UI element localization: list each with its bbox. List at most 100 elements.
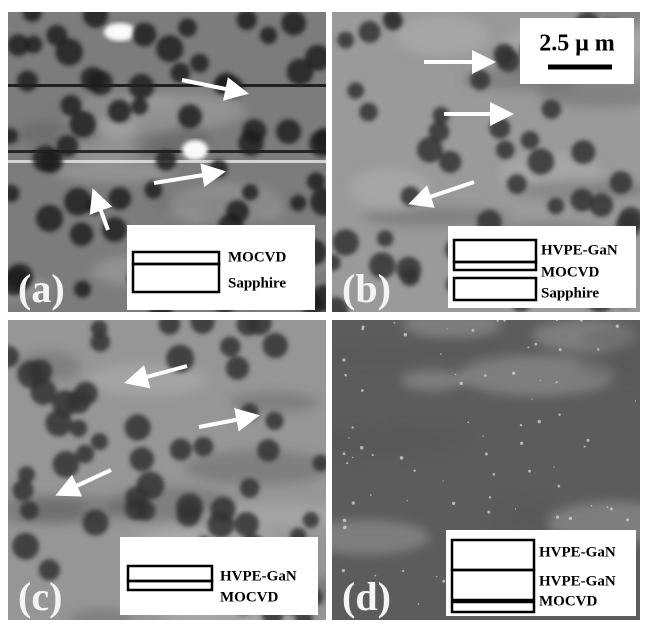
- particle: [443, 480, 444, 481]
- pit: [57, 135, 79, 157]
- pit: [242, 184, 258, 200]
- scan-streak: [8, 84, 326, 87]
- pit: [3, 185, 20, 202]
- pit: [276, 119, 301, 144]
- particle: [442, 580, 445, 583]
- pit: [507, 174, 527, 194]
- particle: [352, 457, 353, 458]
- pit: [309, 130, 335, 156]
- afm-panel: HVPE-GaN MOCVD (c): [0, 310, 361, 626]
- pit: [263, 333, 288, 358]
- particle: [528, 470, 531, 473]
- pit: [359, 21, 381, 43]
- particle: [342, 358, 345, 361]
- shade: [325, 424, 430, 448]
- particle: [455, 374, 456, 375]
- scale-bar-label: 2.5 μ m: [539, 31, 615, 57]
- particle: [342, 569, 345, 572]
- particle: [591, 505, 592, 506]
- particle: [540, 380, 541, 381]
- particle: [343, 452, 346, 455]
- particle: [489, 496, 491, 498]
- pit: [133, 23, 157, 47]
- pit: [528, 148, 554, 174]
- shade: [348, 168, 431, 209]
- pit: [383, 10, 402, 29]
- particle: [556, 319, 558, 321]
- pit: [489, 117, 510, 138]
- pit: [359, 103, 378, 122]
- particle: [555, 381, 557, 383]
- particle: [400, 456, 404, 460]
- particle: [485, 453, 488, 456]
- bright-spot: [104, 23, 136, 41]
- layer-label: HVPE-GaN: [541, 242, 618, 258]
- pit: [208, 511, 235, 538]
- pit: [159, 313, 181, 335]
- particle: [404, 333, 407, 336]
- pit: [74, 281, 91, 298]
- layer-label: HVPE-GaN: [220, 568, 297, 584]
- particle: [626, 518, 629, 521]
- pit: [226, 356, 249, 379]
- pit: [91, 433, 108, 450]
- pit: [178, 18, 197, 37]
- particle: [472, 329, 475, 332]
- particle: [635, 400, 636, 401]
- pit: [265, 412, 283, 430]
- shade: [401, 370, 464, 390]
- pit: [257, 439, 280, 462]
- pit: [53, 451, 80, 478]
- pit: [439, 151, 461, 173]
- inset-box: [127, 225, 315, 310]
- particle: [344, 374, 347, 377]
- particle: [346, 462, 348, 464]
- pit: [290, 195, 306, 211]
- pit: [496, 49, 520, 73]
- pit: [23, 3, 42, 22]
- pit: [156, 150, 177, 171]
- pit: [281, 11, 306, 36]
- bright-spot: [182, 140, 208, 160]
- particle: [413, 470, 415, 472]
- particle: [361, 389, 364, 392]
- pit: [82, 510, 108, 536]
- particle: [512, 371, 515, 374]
- layer-label: MOCVD: [220, 589, 278, 605]
- pit: [400, 267, 420, 287]
- particle: [394, 322, 396, 324]
- pit: [521, 131, 539, 149]
- layer-label: Sapphire: [541, 285, 599, 301]
- pit: [226, 200, 249, 223]
- shade: [324, 346, 424, 363]
- particle: [436, 576, 437, 577]
- figure: MOCVDSapphire(a)HVPE-GaNMOCVDSapphire(b)…: [0, 0, 646, 626]
- pit: [312, 455, 328, 471]
- particle: [446, 328, 447, 329]
- particle: [580, 319, 583, 322]
- particle: [538, 420, 541, 423]
- particle: [586, 439, 589, 442]
- particle: [402, 570, 404, 572]
- shade: [395, 15, 489, 56]
- panel-label: (c): [18, 574, 62, 619]
- particle: [556, 516, 559, 519]
- pit: [170, 439, 192, 461]
- particle: [352, 426, 354, 428]
- layer-label: MOCVD: [539, 593, 597, 609]
- particle: [553, 466, 554, 467]
- layer-label: HVPE-GaN: [539, 573, 616, 589]
- particle: [515, 508, 516, 509]
- particle: [487, 511, 490, 514]
- particle: [584, 446, 586, 448]
- particle: [535, 343, 538, 346]
- pit: [131, 98, 148, 115]
- particle: [348, 437, 349, 438]
- particle: [343, 519, 347, 523]
- pit: [429, 121, 450, 142]
- particle: [616, 324, 619, 327]
- pit: [470, 70, 490, 90]
- particle: [418, 603, 420, 605]
- pit: [332, 229, 358, 255]
